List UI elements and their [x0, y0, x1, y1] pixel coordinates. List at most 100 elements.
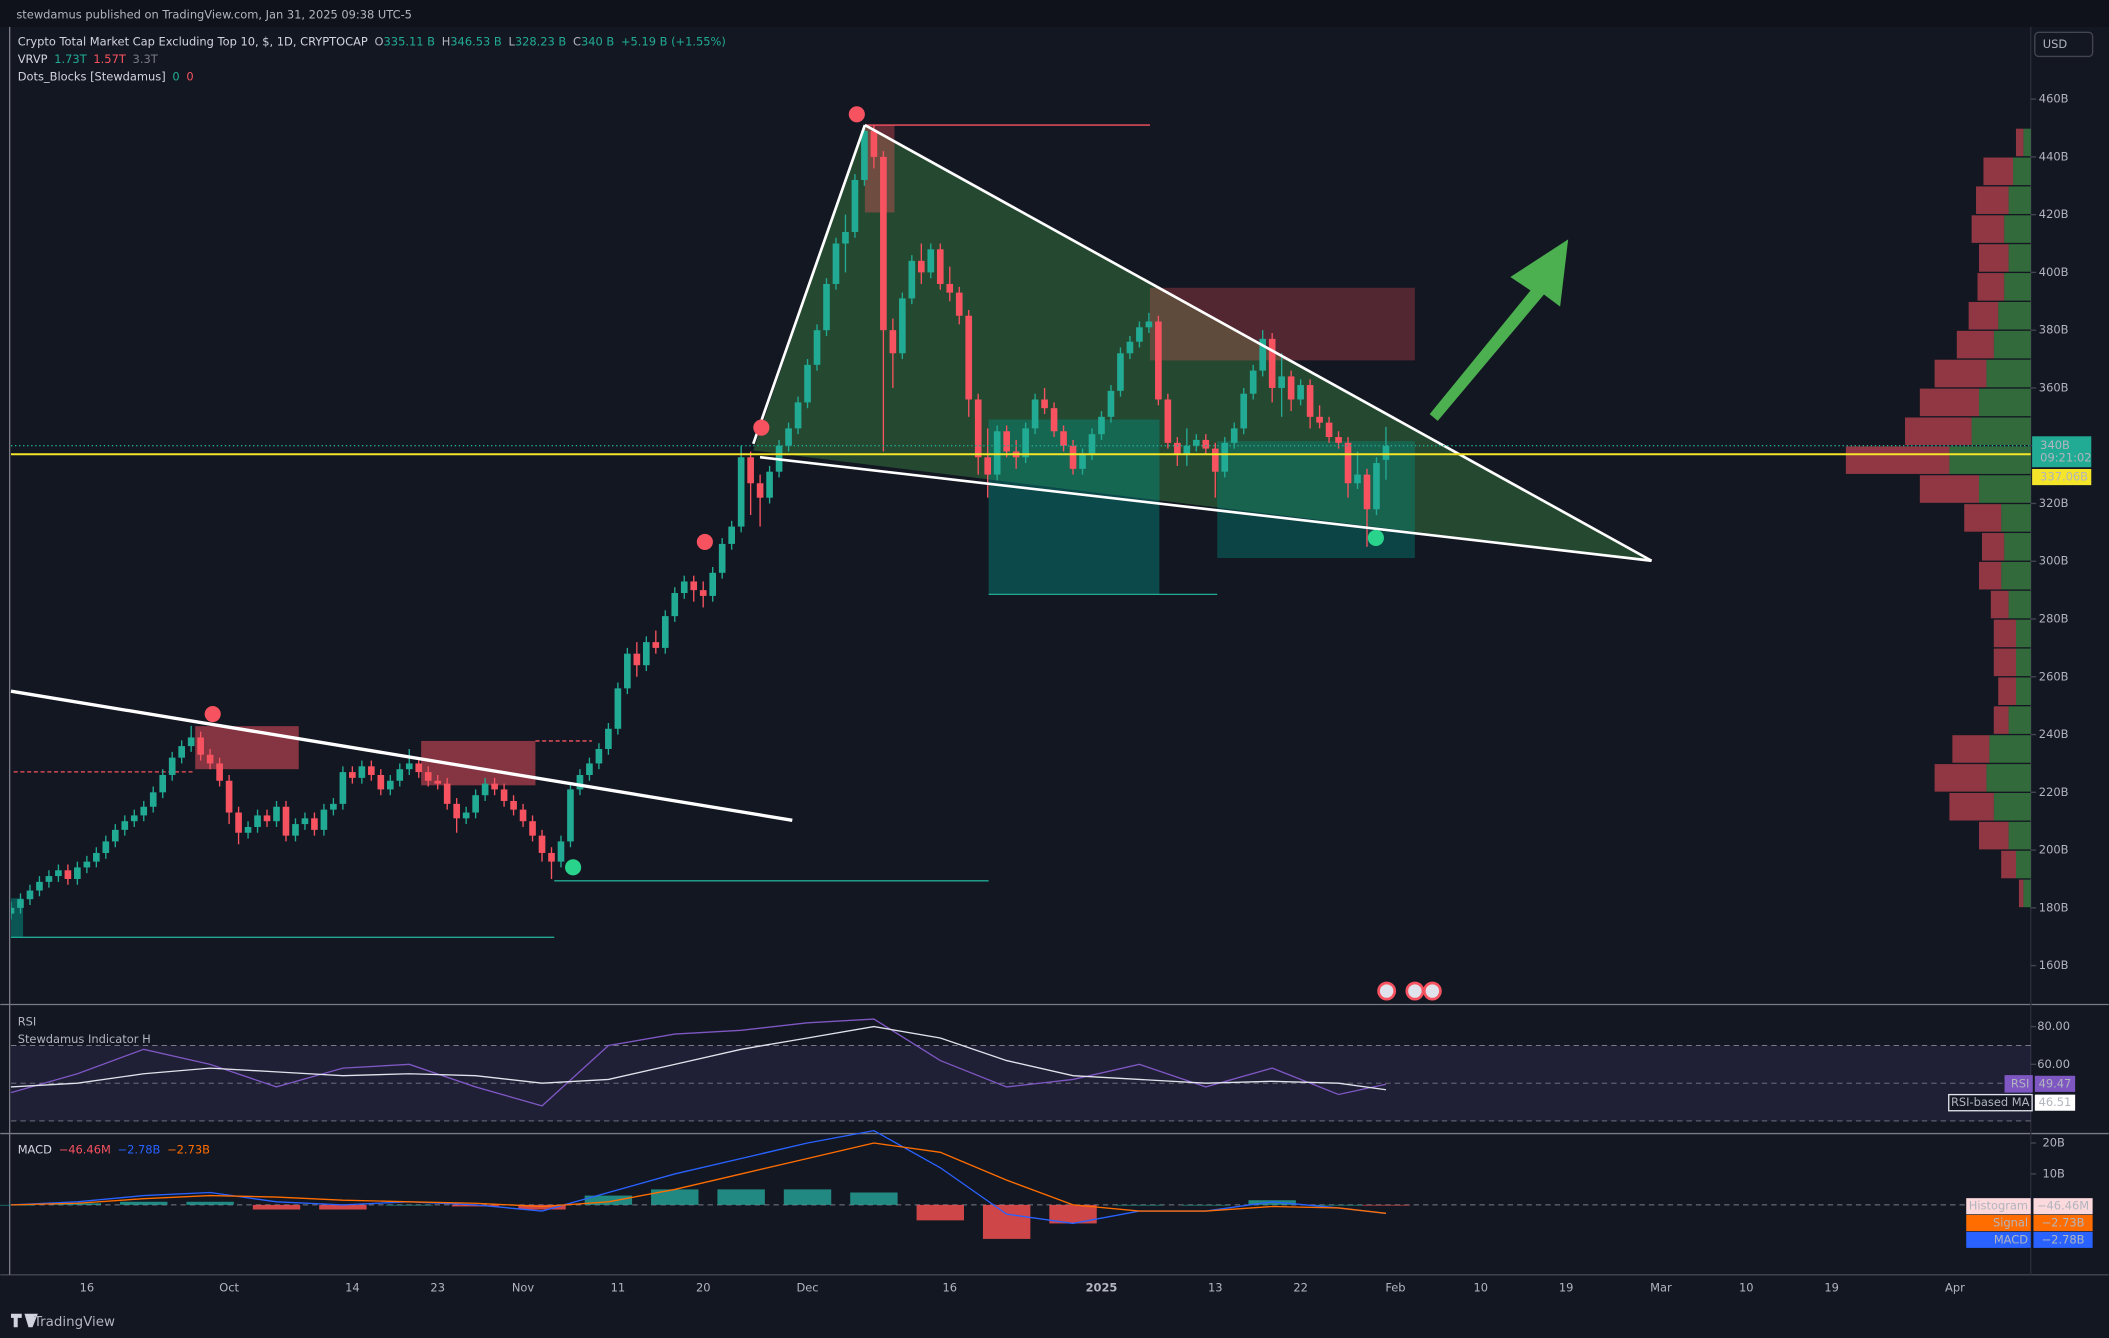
candle-body: [1192, 439, 1200, 446]
logo: [10, 1313, 38, 1328]
candle-body: [756, 483, 764, 498]
event-icon[interactable]: [1405, 981, 1425, 1001]
candle-body: [737, 457, 745, 527]
candle-body: [206, 754, 214, 764]
candle-body: [111, 829, 119, 842]
histogram-bar: [53, 1203, 102, 1205]
x-tick-label: 2025: [1086, 1281, 1118, 1295]
candle-body: [548, 852, 555, 862]
signal-dot: [204, 705, 221, 723]
x-tick-label: Oct: [219, 1281, 239, 1295]
histogram-bar: [717, 1189, 765, 1205]
histogram-bar: [1314, 1204, 1363, 1206]
candle-body: [785, 428, 792, 446]
rsi-line: [10, 1018, 1387, 1107]
candle-body: [1354, 474, 1361, 484]
candle-body: [861, 130, 868, 180]
profile-up: [1993, 792, 2031, 821]
x-tick-label: 19: [1559, 1281, 1574, 1295]
series-tag: [1948, 1093, 2033, 1112]
profile-down: [2001, 850, 2016, 879]
profile-down: [2015, 128, 2024, 157]
price-tag: [2032, 436, 2092, 468]
candle-body: [1079, 454, 1086, 469]
histogram-bar: [783, 1189, 832, 1205]
candle-body: [491, 783, 498, 790]
candle-body: [83, 861, 91, 868]
profile-down: [1964, 504, 2002, 532]
candle-body: [434, 780, 442, 784]
signal-dot: [696, 533, 713, 550]
x-tick-label: 20: [696, 1281, 711, 1295]
candle-body: [55, 870, 62, 877]
macd-legend: MACD −46.46M −2.78B −2.73B: [18, 1142, 210, 1156]
profile-down: [1978, 821, 2009, 850]
candle-body: [368, 766, 375, 775]
series-tag: [1966, 1214, 2031, 1232]
histogram-bar: [916, 1204, 964, 1221]
candle-body: [225, 780, 233, 813]
value-tag: [2034, 1094, 2076, 1111]
candle-body: [1325, 422, 1333, 438]
candle-body: [1069, 445, 1077, 469]
value-label: 49.47: [2039, 1076, 2072, 1090]
y-tick-label: 160B: [2039, 958, 2069, 972]
candle-body: [301, 818, 309, 825]
candle-body: [121, 821, 129, 830]
profile-down: [1845, 446, 1950, 474]
y-tick-label: 460B: [2039, 92, 2069, 106]
candle-body: [339, 772, 347, 804]
candle-body: [946, 283, 954, 293]
currency-button[interactable]: [2034, 31, 2094, 58]
series-name: MACD: [1994, 1232, 2028, 1246]
series-name: RSI: [2011, 1076, 2030, 1090]
event-icon[interactable]: [1422, 981, 1442, 1001]
candle-body: [955, 292, 963, 316]
currency[interactable]: USD: [2043, 37, 2068, 51]
candle-body: [595, 748, 603, 764]
vrvp-name: VRVP: [18, 52, 48, 66]
candle-body: [1363, 474, 1371, 510]
candle-body: [292, 824, 299, 836]
candle-body: [10, 907, 15, 914]
profile-down: [1993, 706, 2009, 734]
profile-down: [1993, 648, 2016, 677]
event-icon[interactable]: [1377, 981, 1397, 1001]
histogram-bar: [1362, 1204, 1410, 1206]
candle-body: [74, 867, 81, 879]
value-tag: [2033, 1198, 2093, 1215]
candle-body: [443, 783, 451, 804]
ohlc-key: O: [375, 34, 384, 48]
signal-dot: [753, 419, 770, 436]
candle-body: [64, 870, 72, 879]
y-tick-label: 200B: [2039, 843, 2069, 857]
vrvp-legend: VRVP 1.73T 1.57T 3.3T: [18, 52, 159, 66]
candle-body: [187, 737, 195, 747]
price-tag-value: 340B: [2040, 438, 2070, 452]
histogram-bar: [1248, 1200, 1296, 1205]
candle-body: [311, 818, 318, 830]
vrvp-value: 3.3T: [133, 52, 159, 66]
candle-body: [462, 812, 470, 819]
x-tick-label: 19: [1824, 1281, 1839, 1295]
histogram-bar: [319, 1204, 367, 1210]
candle-body: [1297, 385, 1304, 400]
x-tick-label: Nov: [512, 1281, 535, 1295]
profile-up: [2008, 244, 2031, 272]
y-tick-label: 380B: [2039, 323, 2069, 337]
series-name: RSI-based MA: [1951, 1095, 2030, 1109]
trend-line: [10, 689, 793, 822]
candle-body: [974, 399, 982, 458]
candle-body: [1145, 321, 1153, 328]
profile-up: [2015, 677, 2031, 705]
publisher: stewdamus published on TradingView.com, …: [16, 7, 412, 21]
candle-body: [728, 526, 735, 544]
candle-body: [813, 330, 821, 365]
profile-down: [1968, 301, 1999, 330]
signal-dot: [1367, 529, 1384, 546]
histogram-bar: [982, 1204, 1031, 1239]
value-label: 46.51: [2039, 1095, 2072, 1109]
countdown: 09:21:02: [2040, 450, 2091, 464]
y-tick-label: 280B: [2039, 612, 2069, 626]
